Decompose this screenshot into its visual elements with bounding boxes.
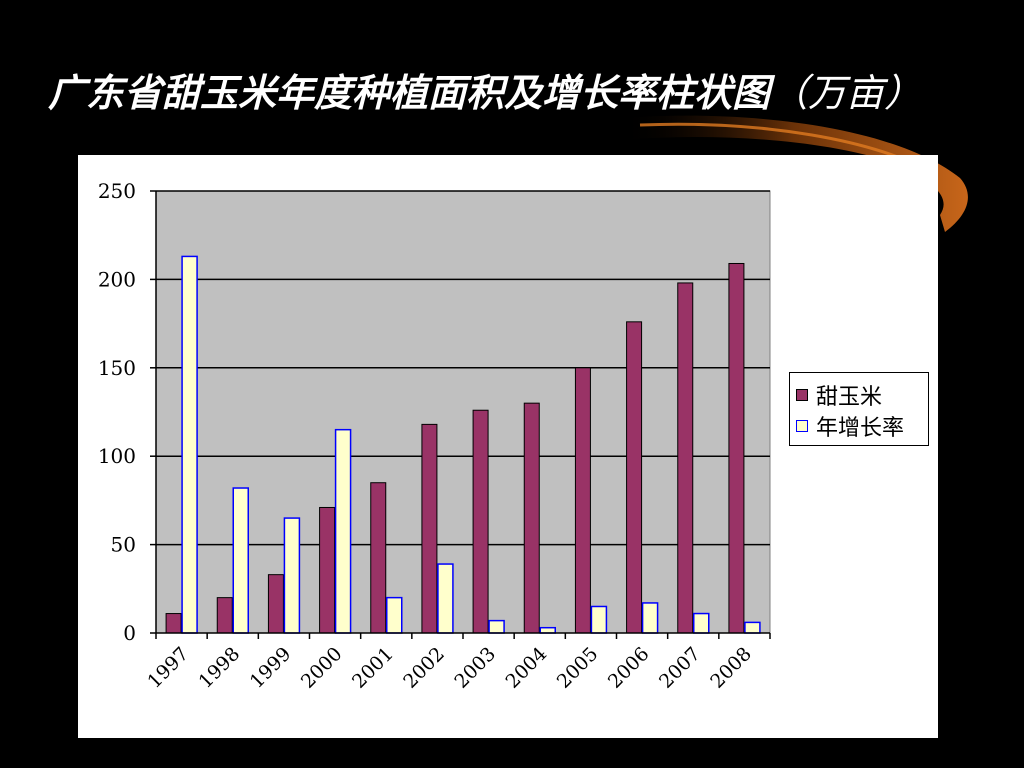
legend-label-growth-rate: 年增长率 — [816, 415, 905, 441]
y-tick-label-150: 150 — [98, 356, 136, 380]
bar-sweet-corn-2006 — [626, 321, 643, 634]
x-tick-label-1997: 1997 — [143, 643, 193, 693]
bar-growth-rate-2006 — [641, 602, 659, 634]
slide-title-text: 广东省甜玉米年度种植面积及增长率柱状图 — [48, 70, 771, 115]
bar-sweet-corn-1997 — [165, 613, 182, 634]
bar-sweet-corn-2003 — [472, 409, 489, 634]
x-tick-label-2003: 2003 — [450, 643, 500, 693]
bar-growth-rate-2004 — [539, 626, 556, 634]
bar-growth-rate-2007 — [693, 612, 710, 634]
legend-swatch-growth-rate — [796, 419, 808, 432]
gridlines — [156, 190, 770, 546]
slide-title-unit: （万亩） — [770, 71, 923, 115]
bar-sweet-corn-1998 — [216, 597, 233, 634]
bar-growth-rate-2001 — [386, 596, 403, 634]
x-tick-label-2001: 2001 — [348, 643, 398, 693]
y-tick-label-50: 50 — [111, 533, 136, 557]
legend-item-growth-rate: 年增长率 — [796, 410, 928, 441]
bar-chart: 0 50 100 150 200 250 1997 1998 1999 2000 2001 2002… — [98, 179, 771, 693]
bar-growth-rate-2003 — [488, 619, 505, 634]
bars-group — [165, 255, 761, 634]
bar-sweet-corn-2004 — [523, 402, 540, 634]
bar-sweet-corn-2000 — [319, 506, 336, 634]
chart-legend: 甜玉米 年增长率 — [789, 372, 929, 446]
x-tick-label-2006: 2006 — [604, 643, 654, 693]
x-tick-labels: 1997 1998 1999 2000 2001 2002 2003 2004 2005 2006… — [143, 643, 756, 693]
legend-label-sweet-corn: 甜玉米 — [816, 384, 883, 410]
bar-sweet-corn-2005 — [574, 367, 591, 634]
x-tick-label-2007: 2007 — [655, 643, 705, 693]
x-tick-label-2000: 2000 — [297, 643, 347, 693]
bar-sweet-corn-1999 — [267, 574, 284, 634]
bar-growth-rate-2000 — [334, 428, 352, 634]
y-tick-label-250: 250 — [98, 179, 136, 203]
bar-sweet-corn-2008 — [728, 262, 745, 634]
bar-sweet-corn-2007 — [677, 282, 694, 634]
x-tick-label-2005: 2005 — [553, 643, 603, 693]
x-tick-label-1999: 1999 — [246, 643, 296, 693]
bar-growth-rate-1999 — [283, 517, 301, 634]
bar-growth-rate-1997 — [181, 255, 198, 634]
bar-growth-rate-2008 — [744, 621, 761, 634]
bar-growth-rate-1998 — [232, 487, 249, 634]
slide-title: 广东省甜玉米年度种植面积及增长率柱状图（万亩） — [48, 62, 922, 117]
y-tick-label-100: 100 — [98, 444, 136, 468]
bar-sweet-corn-2001 — [370, 482, 387, 634]
legend-item-sweet-corn: 甜玉米 — [796, 379, 928, 410]
bar-growth-rate-2005 — [590, 605, 608, 634]
x-tick-label-2004: 2004 — [502, 643, 552, 693]
axes — [150, 190, 771, 639]
y-tick-label-0: 0 — [123, 621, 136, 645]
bar-growth-rate-2002 — [437, 563, 454, 634]
bar-sweet-corn-2002 — [421, 423, 438, 634]
x-tick-label-2002: 2002 — [399, 643, 449, 693]
y-tick-label-200: 200 — [98, 267, 136, 291]
y-tick-labels: 0 50 100 150 200 250 — [98, 179, 136, 645]
x-tick-label-1998: 1998 — [195, 643, 245, 693]
x-tick-label-2008: 2008 — [706, 643, 756, 693]
chart-panel: 0 50 100 150 200 250 1997 1998 1999 2000 2001 2002… — [78, 155, 938, 738]
legend-swatch-sweet-corn — [796, 388, 808, 401]
